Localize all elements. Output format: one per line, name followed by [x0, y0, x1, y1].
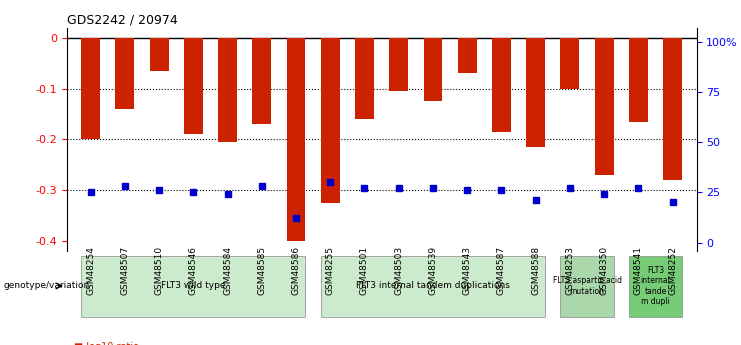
- Text: ■ log10 ratio: ■ log10 ratio: [74, 342, 139, 345]
- Bar: [116, 38, 134, 109]
- Text: GDS2242 / 20974: GDS2242 / 20974: [67, 13, 177, 27]
- Bar: [184, 38, 203, 134]
- Text: FLT3 aspartic acid
mutation: FLT3 aspartic acid mutation: [553, 276, 622, 296]
- Bar: [355, 38, 374, 119]
- Bar: [218, 38, 237, 142]
- Text: FLT3 internal tandem duplications: FLT3 internal tandem duplications: [356, 282, 510, 290]
- Bar: [560, 38, 579, 89]
- Bar: [150, 38, 168, 71]
- Bar: [82, 38, 100, 139]
- Text: genotype/variation: genotype/variation: [4, 282, 90, 290]
- Bar: [629, 38, 648, 121]
- Bar: [595, 38, 614, 175]
- Bar: [560, 256, 614, 317]
- Bar: [526, 38, 545, 147]
- Bar: [629, 256, 682, 317]
- Text: FLT3
internal
tande
m dupli: FLT3 internal tande m dupli: [640, 266, 671, 306]
- Bar: [424, 38, 442, 101]
- Bar: [82, 256, 305, 317]
- Text: FLT3 wild type: FLT3 wild type: [161, 282, 225, 290]
- Bar: [321, 38, 339, 203]
- Bar: [321, 256, 545, 317]
- Bar: [492, 38, 511, 132]
- Bar: [389, 38, 408, 91]
- Bar: [253, 38, 271, 124]
- Bar: [663, 38, 682, 180]
- Bar: [458, 38, 476, 73]
- Bar: [287, 38, 305, 241]
